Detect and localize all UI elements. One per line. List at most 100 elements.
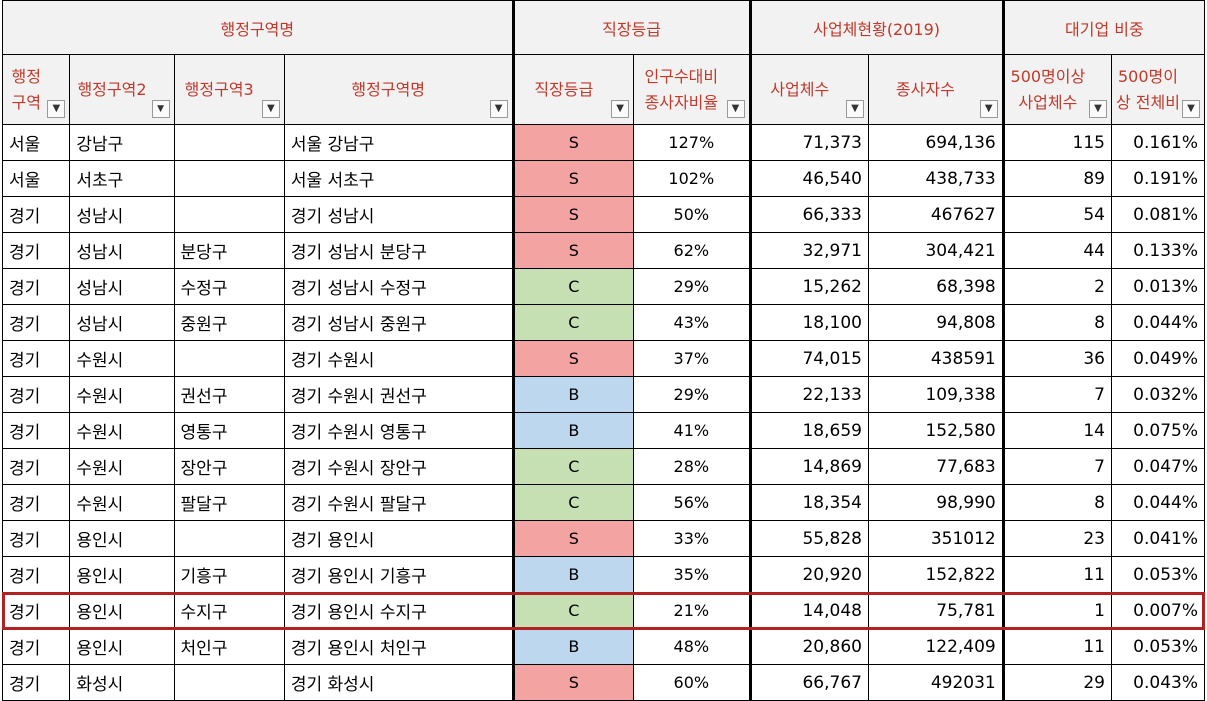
- filter-dropdown-icon[interactable]: ▼: [47, 100, 66, 118]
- cell-grade[interactable]: S: [511, 232, 635, 269]
- cell-region-name[interactable]: 경기 용인시 기흥구: [283, 556, 514, 593]
- cell-ratio[interactable]: 48%: [633, 628, 751, 665]
- cell-region1[interactable]: 경기: [1, 628, 71, 665]
- cell-region3[interactable]: [173, 196, 285, 233]
- cell-large-business-share[interactable]: 0.081%: [1110, 196, 1206, 233]
- cell-business-count[interactable]: 20,860: [748, 628, 869, 665]
- table-row[interactable]: 서울 서초구 서울 서초구 S 102% 46,540 438,733 89 0.191%: [1, 160, 1206, 197]
- cell-large-business-count[interactable]: 11: [1001, 628, 1112, 665]
- cell-business-count[interactable]: 14,048: [748, 592, 869, 629]
- cell-ratio[interactable]: 127%: [633, 124, 751, 161]
- cell-region2[interactable]: 성남시: [69, 268, 175, 305]
- cell-grade[interactable]: S: [511, 124, 635, 161]
- cell-large-business-count[interactable]: 89: [1001, 160, 1112, 197]
- cell-business-count[interactable]: 32,971: [748, 232, 869, 269]
- cell-large-business-count[interactable]: 7: [1001, 448, 1112, 485]
- filter-dropdown-icon[interactable]: ▼: [489, 100, 508, 118]
- cell-grade[interactable]: S: [511, 520, 635, 557]
- cell-business-count[interactable]: 66,333: [748, 196, 869, 233]
- cell-grade[interactable]: C: [511, 592, 635, 629]
- cell-large-business-share[interactable]: 0.032%: [1110, 376, 1206, 413]
- cell-employee-count[interactable]: 351012: [867, 520, 1004, 557]
- table-row[interactable]: 경기 화성시 경기 화성시 S 60% 66,767 492031 29 0.043%: [1, 664, 1206, 701]
- cell-region-name[interactable]: 경기 수원시 권선구: [283, 376, 514, 413]
- cell-region-name[interactable]: 서울 서초구: [283, 160, 514, 197]
- filter-dropdown-icon[interactable]: ▼: [726, 100, 745, 118]
- cell-region3[interactable]: 권선구: [173, 376, 285, 413]
- cell-large-business-share[interactable]: 0.133%: [1110, 232, 1206, 269]
- cell-ratio[interactable]: 60%: [633, 664, 751, 701]
- cell-region-name[interactable]: 경기 성남시: [283, 196, 514, 233]
- cell-large-business-count[interactable]: 23: [1001, 520, 1112, 557]
- cell-ratio[interactable]: 35%: [633, 556, 751, 593]
- cell-large-business-share[interactable]: 0.044%: [1110, 304, 1206, 341]
- cell-region2[interactable]: 화성시: [69, 664, 175, 701]
- cell-large-business-count[interactable]: 29: [1001, 664, 1112, 701]
- cell-business-count[interactable]: 22,133: [748, 376, 869, 413]
- cell-region3[interactable]: 수정구: [173, 268, 285, 305]
- cell-region1[interactable]: 경기: [1, 268, 71, 305]
- cell-region2[interactable]: 용인시: [69, 556, 175, 593]
- cell-region1[interactable]: 경기: [1, 232, 71, 269]
- cell-ratio[interactable]: 43%: [633, 304, 751, 341]
- table-row[interactable]: 경기 수원시 팔달구 경기 수원시 팔달구 C 56% 18,354 98,990 8 0.044…: [1, 484, 1206, 521]
- cell-large-business-share[interactable]: 0.161%: [1110, 124, 1206, 161]
- cell-region1[interactable]: 경기: [1, 520, 71, 557]
- cell-employee-count[interactable]: 467627: [867, 196, 1004, 233]
- cell-grade[interactable]: B: [511, 628, 635, 665]
- cell-ratio[interactable]: 28%: [633, 448, 751, 485]
- cell-region3[interactable]: 수지구: [173, 592, 285, 629]
- cell-region3[interactable]: 처인구: [173, 628, 285, 665]
- cell-region2[interactable]: 강남구: [69, 124, 175, 161]
- table-row[interactable]: 경기 성남시 경기 성남시 S 50% 66,333 467627 54 0.081%: [1, 196, 1206, 233]
- table-row[interactable]: 경기 용인시 수지구 경기 용인시 수지구 C 21% 14,048 75,781 1 0.007…: [1, 592, 1206, 629]
- cell-large-business-share[interactable]: 0.053%: [1110, 556, 1206, 593]
- cell-region1[interactable]: 경기: [1, 340, 71, 377]
- cell-ratio[interactable]: 29%: [633, 376, 751, 413]
- cell-ratio[interactable]: 50%: [633, 196, 751, 233]
- cell-region-name[interactable]: 경기 용인시: [283, 520, 514, 557]
- table-row[interactable]: 경기 성남시 중원구 경기 성남시 중원구 C 43% 18,100 94,808 8 0.044…: [1, 304, 1206, 341]
- cell-region2[interactable]: 수원시: [69, 340, 175, 377]
- cell-large-business-count[interactable]: 7: [1001, 376, 1112, 413]
- cell-employee-count[interactable]: 152,822: [867, 556, 1004, 593]
- table-row[interactable]: 경기 수원시 권선구 경기 수원시 권선구 B 29% 22,133 109,338 7 0.03…: [1, 376, 1206, 413]
- cell-employee-count[interactable]: 304,421: [867, 232, 1004, 269]
- cell-ratio[interactable]: 21%: [633, 592, 751, 629]
- cell-ratio[interactable]: 37%: [633, 340, 751, 377]
- cell-region3[interactable]: [173, 664, 285, 701]
- cell-employee-count[interactable]: 152,580: [867, 412, 1004, 449]
- cell-grade[interactable]: C: [511, 448, 635, 485]
- cell-region-name[interactable]: 경기 화성시: [283, 664, 514, 701]
- table-row[interactable]: 경기 성남시 분당구 경기 성남시 분당구 S 62% 32,971 304,421 44 0.1…: [1, 232, 1206, 269]
- cell-large-business-share[interactable]: 0.044%: [1110, 484, 1206, 521]
- cell-region3[interactable]: [173, 160, 285, 197]
- cell-employee-count[interactable]: 122,409: [867, 628, 1004, 665]
- cell-region1[interactable]: 경기: [1, 196, 71, 233]
- cell-business-count[interactable]: 20,920: [748, 556, 869, 593]
- cell-large-business-count[interactable]: 8: [1001, 484, 1112, 521]
- filter-active-icon[interactable]: ▼: [151, 100, 170, 118]
- cell-large-business-count[interactable]: 8: [1001, 304, 1112, 341]
- cell-grade[interactable]: C: [511, 304, 635, 341]
- cell-employee-count[interactable]: 492031: [867, 664, 1004, 701]
- cell-employee-count[interactable]: 109,338: [867, 376, 1004, 413]
- cell-region2[interactable]: 서초구: [69, 160, 175, 197]
- filter-dropdown-icon[interactable]: ▼: [1088, 100, 1107, 118]
- cell-business-count[interactable]: 74,015: [748, 340, 869, 377]
- cell-region1[interactable]: 경기: [1, 412, 71, 449]
- cell-grade[interactable]: S: [511, 340, 635, 377]
- cell-region3[interactable]: [173, 124, 285, 161]
- cell-employee-count[interactable]: 68,398: [867, 268, 1004, 305]
- cell-business-count[interactable]: 18,100: [748, 304, 869, 341]
- cell-large-business-count[interactable]: 14: [1001, 412, 1112, 449]
- cell-grade[interactable]: S: [511, 664, 635, 701]
- cell-large-business-share[interactable]: 0.049%: [1110, 340, 1206, 377]
- cell-large-business-count[interactable]: 54: [1001, 196, 1112, 233]
- cell-region-name[interactable]: 경기 수원시: [283, 340, 514, 377]
- cell-employee-count[interactable]: 75,781: [867, 592, 1004, 629]
- cell-grade[interactable]: B: [511, 556, 635, 593]
- cell-large-business-share[interactable]: 0.191%: [1110, 160, 1206, 197]
- cell-ratio[interactable]: 41%: [633, 412, 751, 449]
- cell-employee-count[interactable]: 77,683: [867, 448, 1004, 485]
